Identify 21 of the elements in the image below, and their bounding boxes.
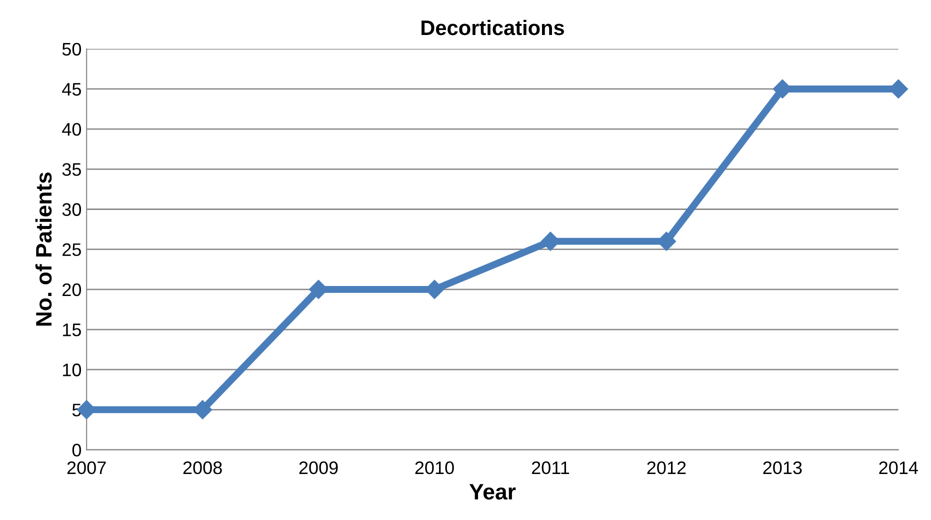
x-tick-label: 2007 xyxy=(67,461,106,474)
x-tick-label: 2014 xyxy=(879,461,918,474)
y-tick-label: 0 xyxy=(72,444,82,457)
y-tick-label: 15 xyxy=(63,324,81,336)
y-tick-label: 10 xyxy=(63,364,82,376)
y-tick-label: 45 xyxy=(62,83,81,96)
y-axis-title: No. of Patients xyxy=(35,172,52,326)
chart-title: Decortications xyxy=(422,20,564,36)
y-tick-label: 50 xyxy=(62,42,82,56)
x-tick-label: 2013 xyxy=(763,461,802,474)
y-tick-label: 40 xyxy=(62,123,82,136)
y-tick-label: 20 xyxy=(62,283,82,296)
x-axis-title: Year xyxy=(469,484,516,500)
x-tick-label: 2010 xyxy=(415,461,454,474)
x-tick-label: 2009 xyxy=(299,461,338,474)
x-tick-label: 2012 xyxy=(647,461,686,474)
y-tick-label: 25 xyxy=(62,243,81,256)
x-tick-label: 2011 xyxy=(532,461,570,474)
y-tick-label: 30 xyxy=(62,203,82,216)
y-tick-label: 35 xyxy=(62,163,81,176)
x-tick-label: 2008 xyxy=(183,461,222,474)
